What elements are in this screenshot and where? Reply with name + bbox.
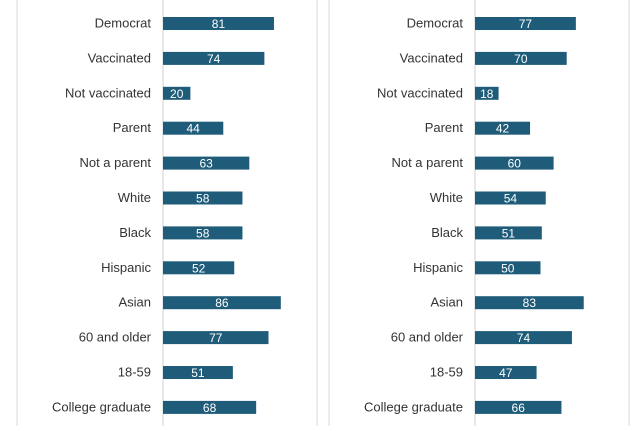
category-label: 18-59 (430, 365, 463, 380)
category-label: College graduate (364, 399, 463, 414)
bar (163, 86, 191, 100)
bar (163, 400, 257, 414)
data-label: 63 (199, 157, 213, 171)
data-label: 86 (215, 296, 229, 310)
category-label: Not vaccinated (65, 85, 151, 100)
category-label: Not a parent (79, 155, 151, 170)
data-label: 74 (517, 331, 531, 345)
category-label: 18-59 (118, 365, 151, 380)
data-label: 66 (512, 401, 526, 415)
bar (163, 121, 224, 135)
category-label: Black (119, 225, 151, 240)
category-label: Not a parent (391, 155, 463, 170)
data-label: 50 (501, 261, 515, 275)
data-label: 20 (170, 87, 184, 101)
category-label: College graduate (52, 399, 151, 414)
bar (475, 86, 499, 100)
bar (163, 366, 233, 379)
category-label: Vaccinated (88, 50, 151, 65)
data-label: 77 (519, 17, 533, 31)
bar (475, 121, 531, 135)
category-label: Democrat (95, 16, 152, 31)
category-label: 60 and older (391, 330, 464, 345)
data-label: 74 (207, 52, 221, 66)
category-label: Asian (430, 295, 463, 310)
category-label: Democrat (407, 16, 464, 31)
data-label: 42 (496, 122, 510, 136)
data-label: 83 (523, 296, 537, 310)
bar (163, 17, 274, 30)
category-label: 60 and older (79, 330, 152, 345)
bar (475, 156, 554, 170)
category-label: Parent (425, 120, 464, 135)
bar (475, 51, 567, 65)
category-label: Parent (113, 120, 152, 135)
bar (163, 156, 250, 170)
bar (475, 226, 542, 240)
bar (475, 366, 537, 379)
bar (475, 261, 541, 275)
bar (475, 331, 572, 345)
data-label: 70 (514, 52, 528, 66)
category-label: White (118, 190, 151, 205)
data-label: 77 (209, 331, 223, 345)
category-label: Black (431, 225, 463, 240)
category-label: Asian (118, 295, 151, 310)
data-label: 52 (192, 261, 206, 275)
bar (163, 51, 265, 65)
data-label: 51 (502, 226, 516, 240)
category-label: Hispanic (101, 260, 151, 275)
data-label: 51 (191, 366, 205, 380)
data-label: 54 (504, 192, 518, 206)
data-label: 44 (186, 122, 200, 136)
category-label: White (430, 190, 463, 205)
bar (163, 191, 243, 205)
data-label: 60 (508, 157, 522, 171)
bar (475, 17, 576, 30)
bar (163, 226, 243, 240)
data-label: 81 (212, 17, 226, 31)
bar (475, 400, 562, 414)
category-label: Hispanic (413, 260, 463, 275)
bar (475, 191, 546, 205)
data-label: 18 (480, 87, 494, 101)
data-label: 58 (196, 192, 210, 206)
bar (163, 331, 269, 345)
chart-panel-2: Democrat 77 Vaccinated 70 Not vaccinated 18 Pa… (364, 0, 584, 426)
data-label: 68 (203, 401, 217, 415)
bar (475, 296, 584, 310)
data-label: 58 (196, 226, 210, 240)
chart-panel-1: Democrat 81 Vaccinated 74 Not vaccinated 20 Pa… (52, 0, 281, 426)
category-label: Not vaccinated (377, 85, 463, 100)
category-label: Vaccinated (400, 50, 463, 65)
data-label: 47 (499, 366, 513, 380)
bar (163, 261, 235, 275)
bar (163, 296, 281, 310)
